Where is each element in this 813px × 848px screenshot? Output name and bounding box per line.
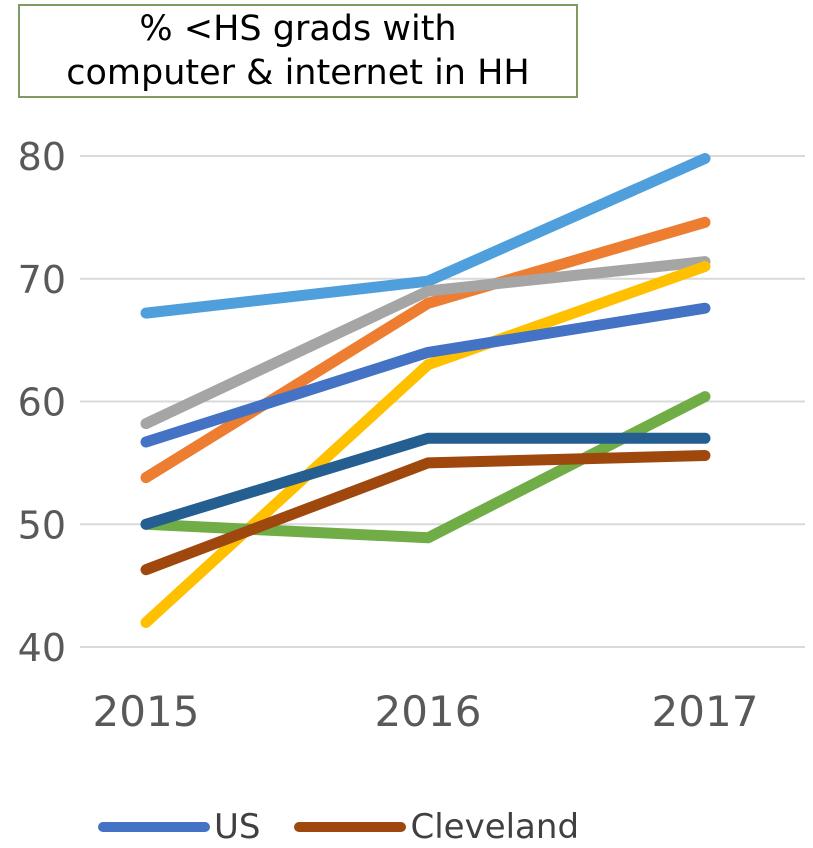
series-line-3 xyxy=(140,256,711,430)
series-line-1 xyxy=(140,153,711,319)
y-tick-label: 80 xyxy=(18,135,66,179)
x-axis-tick-labels: 2015 2016 2017 xyxy=(93,687,759,736)
legend-label-us: US xyxy=(214,807,261,847)
series-line-6 xyxy=(140,432,711,530)
series-line-us xyxy=(140,302,711,448)
y-axis-tick-labels: 40 50 60 70 80 xyxy=(18,135,66,670)
x-tick-label: 2015 xyxy=(93,687,200,736)
y-tick-label: 50 xyxy=(18,503,66,547)
chart-title: % <HS grads with computer & internet in … xyxy=(18,4,578,98)
legend-item-cleveland: Cleveland xyxy=(294,807,579,847)
x-tick-label: 2017 xyxy=(652,687,759,736)
series-line-cleveland xyxy=(140,450,711,576)
chart-title-line-2: computer & internet in HH xyxy=(66,53,530,93)
legend-label-cleveland: Cleveland xyxy=(410,807,580,847)
legend-swatch-us xyxy=(98,822,210,832)
legend-item-us: US xyxy=(98,807,260,847)
y-tick-label: 40 xyxy=(18,626,66,670)
series-line-2 xyxy=(140,216,711,484)
legend-swatch-cleveland xyxy=(294,822,407,832)
chart-title-line-1: % <HS grads with xyxy=(139,9,457,49)
y-tick-label: 60 xyxy=(18,381,66,425)
y-tick-label: 70 xyxy=(18,258,66,302)
x-tick-label: 2016 xyxy=(375,687,482,736)
legend: US Cleveland xyxy=(98,806,613,848)
series-lines xyxy=(140,153,711,628)
